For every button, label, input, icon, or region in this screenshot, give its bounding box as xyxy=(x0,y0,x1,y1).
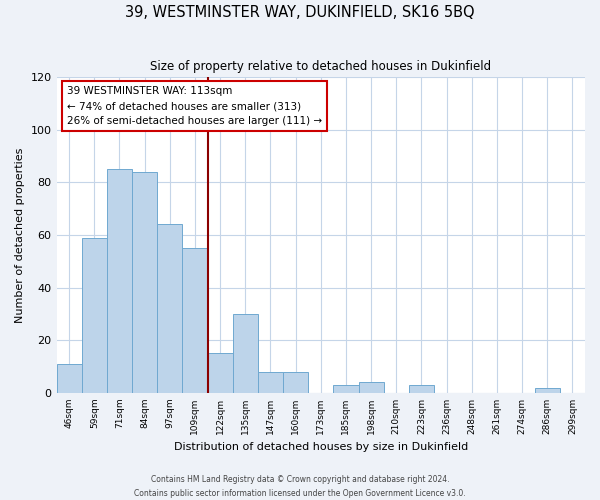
Title: Size of property relative to detached houses in Dukinfield: Size of property relative to detached ho… xyxy=(150,60,491,73)
Bar xyxy=(359,382,383,393)
Bar xyxy=(334,385,359,393)
Bar xyxy=(409,385,434,393)
Bar xyxy=(535,388,560,393)
Text: 39 WESTMINSTER WAY: 113sqm
← 74% of detached houses are smaller (313)
26% of sem: 39 WESTMINSTER WAY: 113sqm ← 74% of deta… xyxy=(67,86,322,126)
Text: Contains HM Land Registry data © Crown copyright and database right 2024.
Contai: Contains HM Land Registry data © Crown c… xyxy=(134,476,466,498)
Bar xyxy=(233,314,258,393)
Bar xyxy=(283,372,308,393)
Bar xyxy=(56,364,82,393)
Bar xyxy=(82,238,107,393)
Bar xyxy=(107,169,132,393)
Text: 39, WESTMINSTER WAY, DUKINFIELD, SK16 5BQ: 39, WESTMINSTER WAY, DUKINFIELD, SK16 5B… xyxy=(125,5,475,20)
Bar xyxy=(258,372,283,393)
Bar xyxy=(208,354,233,393)
Bar xyxy=(132,172,157,393)
Bar xyxy=(157,224,182,393)
X-axis label: Distribution of detached houses by size in Dukinfield: Distribution of detached houses by size … xyxy=(173,442,468,452)
Y-axis label: Number of detached properties: Number of detached properties xyxy=(15,147,25,322)
Bar xyxy=(182,248,208,393)
